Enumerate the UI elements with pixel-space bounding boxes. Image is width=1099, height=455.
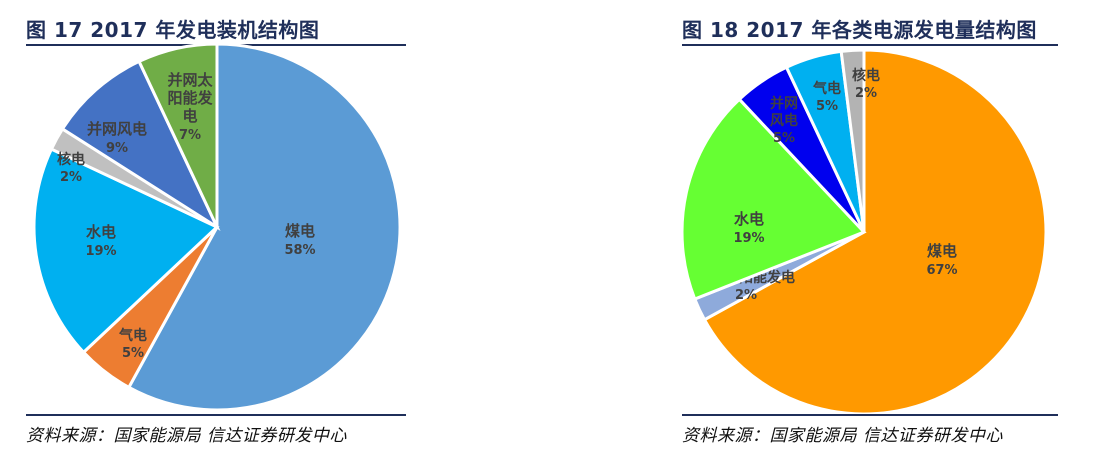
chart-title: 图 17 2017 年发电装机结构图 xyxy=(26,18,320,42)
slice-percent: 5% xyxy=(773,131,795,146)
chart-source: 资料来源：国家能源局 信达证券研发中心 xyxy=(26,426,347,446)
slice-label: 水电 19% xyxy=(733,210,764,246)
installed-capacity-pie: 煤电 58% 气电 5% 水电 19% 核电 2%并网风电 9% 并网太阳能发电 7% xyxy=(32,42,402,412)
slice-label: 煤电 67% xyxy=(926,242,957,278)
slice-label: 并网风电 9% xyxy=(87,120,147,156)
slice-label: 并网风电 5% xyxy=(770,95,798,146)
slice-percent: 5% xyxy=(816,99,838,114)
chart-title: 图 18 2017 年各类电源发电量结构图 xyxy=(682,18,1037,42)
slice-label: 气电 5% xyxy=(118,327,147,361)
slice-label: 核电 2% xyxy=(852,67,880,101)
slice-label: 水电 19% xyxy=(85,223,116,259)
pie-slice xyxy=(680,97,867,301)
pie-slice xyxy=(839,48,866,233)
slice-percent: 19% xyxy=(733,231,764,246)
slice-label: 核电 2% xyxy=(57,151,85,185)
chart-source: 资料来源：国家能源局 信达证券研发中心 xyxy=(682,426,1003,446)
pie-slice xyxy=(60,59,221,232)
pie-slice xyxy=(137,42,219,228)
slice-label: 煤电 58% xyxy=(284,222,315,258)
title-divider xyxy=(682,44,1058,46)
slice-percent: 9% xyxy=(106,141,128,156)
slice-percent: 58% xyxy=(284,243,315,258)
pie-slice xyxy=(126,42,402,412)
slice-percent: 2% xyxy=(855,86,877,101)
source-divider xyxy=(26,414,406,416)
generation-chart-panel: 图 18 2017 年各类电源发电量结构图 煤电67%并网太阳能发电2%水电19… xyxy=(674,0,1099,455)
source-divider xyxy=(682,414,1058,416)
installed-capacity-chart-panel: 图 17 2017 年发电装机结构图 煤电 58% 气电 5% 水电 19% 核电 2% 并网风… xyxy=(0,0,420,455)
slice-label: 并网太阳能发电 7% xyxy=(167,71,213,143)
pie-slice xyxy=(702,48,1048,416)
slice-label: 气电 5% xyxy=(812,80,841,114)
pie-slice xyxy=(32,147,220,355)
slice-percent: 19% xyxy=(85,244,116,259)
slice-percent: 2% xyxy=(60,170,82,185)
slice-percent: 5% xyxy=(122,346,144,361)
slice-percent: 2% xyxy=(735,288,757,303)
slice-percent: 7% xyxy=(179,128,201,143)
slice-percent: 67% xyxy=(926,263,957,278)
